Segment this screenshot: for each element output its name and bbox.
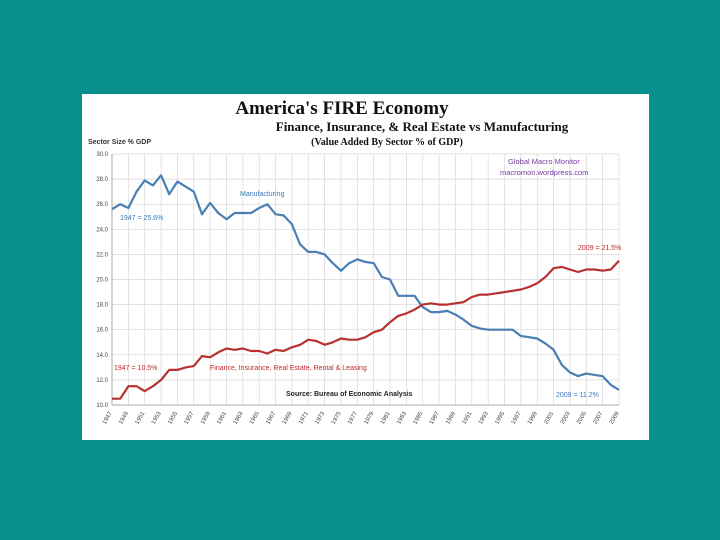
x-tick-label: 1977 [347, 410, 359, 425]
y-tick-label: 12.0 [96, 378, 108, 384]
x-tick-label: 1985 [413, 410, 425, 425]
x-tick-label: 1991 [462, 410, 474, 425]
x-tick-label: 2003 [560, 410, 572, 425]
y-tick-label: 18.0 [96, 303, 108, 309]
y-tick-label: 22.0 [96, 252, 108, 258]
x-tick-label: 1953 [151, 410, 163, 425]
x-tick-labels: 1947 1949 1951 1953 1955 1957 1959 1961 1963 1965… [102, 410, 621, 425]
x-tick-label: 1951 [135, 410, 147, 425]
x-tick-label: 1989 [445, 410, 457, 425]
x-tick-label: 1979 [364, 410, 376, 425]
grid-lines [111, 153, 620, 406]
x-tick-label: 1963 [233, 410, 245, 425]
series-lines [111, 174, 620, 400]
chart-subtitle: Finance, Insurance, & Real Estate vs Man… [276, 119, 569, 134]
x-tick-label: 1987 [429, 410, 441, 425]
annotation-mfg-start: 1947 = 25.6% [120, 215, 163, 222]
x-tick-label: 1983 [396, 410, 408, 425]
x-tick-label: 2007 [593, 410, 605, 425]
annotation-fire-end: 2009 = 21.5% [578, 245, 621, 252]
source-note: Source: Bureau of Economic Analysis [286, 391, 413, 398]
y-tick-label: 16.0 [96, 328, 108, 334]
x-tick-label: 1997 [511, 410, 523, 425]
x-tick-label: 1971 [298, 410, 310, 425]
y-tick-label: 20.0 [96, 278, 108, 284]
y-tick-label: 24.0 [96, 227, 108, 233]
y-axis-label: Sector Size % GDP [88, 139, 151, 146]
y-tick-labels: 10.0 12.0 14.0 16.0 18.0 20.0 22.0 24.0 26.0 28.0… [96, 152, 108, 409]
x-tick-label: 1969 [282, 410, 294, 425]
series-label-fire: Finance, Insurance, Real Estate, Rental … [210, 365, 367, 372]
fire-economy-chart: America's FIRE Economy Finance, Insuranc… [88, 98, 621, 426]
credit-line-2: macromon.wordpress.com [500, 168, 588, 177]
x-tick-label: 2009 [609, 410, 621, 425]
x-tick-label: 2005 [576, 410, 588, 425]
credit-line-1: Global Macro Monitor [508, 157, 580, 166]
x-tick-label: 1947 [102, 410, 114, 425]
y-tick-label: 14.0 [96, 353, 108, 359]
series-line-manufacturing [111, 174, 620, 391]
series-label-manufacturing: Manufacturing [240, 191, 284, 198]
x-tick-label: 2001 [543, 410, 555, 425]
x-tick-label: 1961 [216, 410, 228, 425]
x-tick-label: 1981 [380, 410, 392, 425]
y-tick-label: 28.0 [96, 177, 108, 183]
x-tick-label: 1999 [527, 410, 539, 425]
chart-subtitle-2: (Value Added By Sector % of GDP) [311, 137, 463, 148]
series-line-fire [112, 259, 620, 400]
x-tick-label: 1993 [478, 410, 490, 425]
chart-card: America's FIRE Economy Finance, Insuranc… [82, 94, 649, 440]
x-tick-label: 1975 [331, 410, 343, 425]
x-tick-label: 1995 [494, 410, 506, 425]
x-tick-label: 1957 [184, 410, 196, 425]
y-tick-label: 30.0 [96, 152, 108, 158]
annotation-mfg-end: 2009 = 11.2% [556, 392, 599, 399]
x-tick-label: 1955 [167, 410, 179, 425]
x-tick-label: 1965 [249, 410, 261, 425]
x-tick-label: 1949 [118, 410, 130, 425]
x-tick-label: 1959 [200, 410, 212, 425]
annotation-fire-start: 1947 = 10.5% [114, 365, 157, 372]
y-tick-label: 10.0 [96, 403, 108, 409]
y-tick-label: 26.0 [96, 202, 108, 208]
chart-title: America's FIRE Economy [235, 98, 449, 119]
x-tick-label: 1973 [314, 410, 326, 425]
x-tick-label: 1967 [265, 410, 277, 425]
